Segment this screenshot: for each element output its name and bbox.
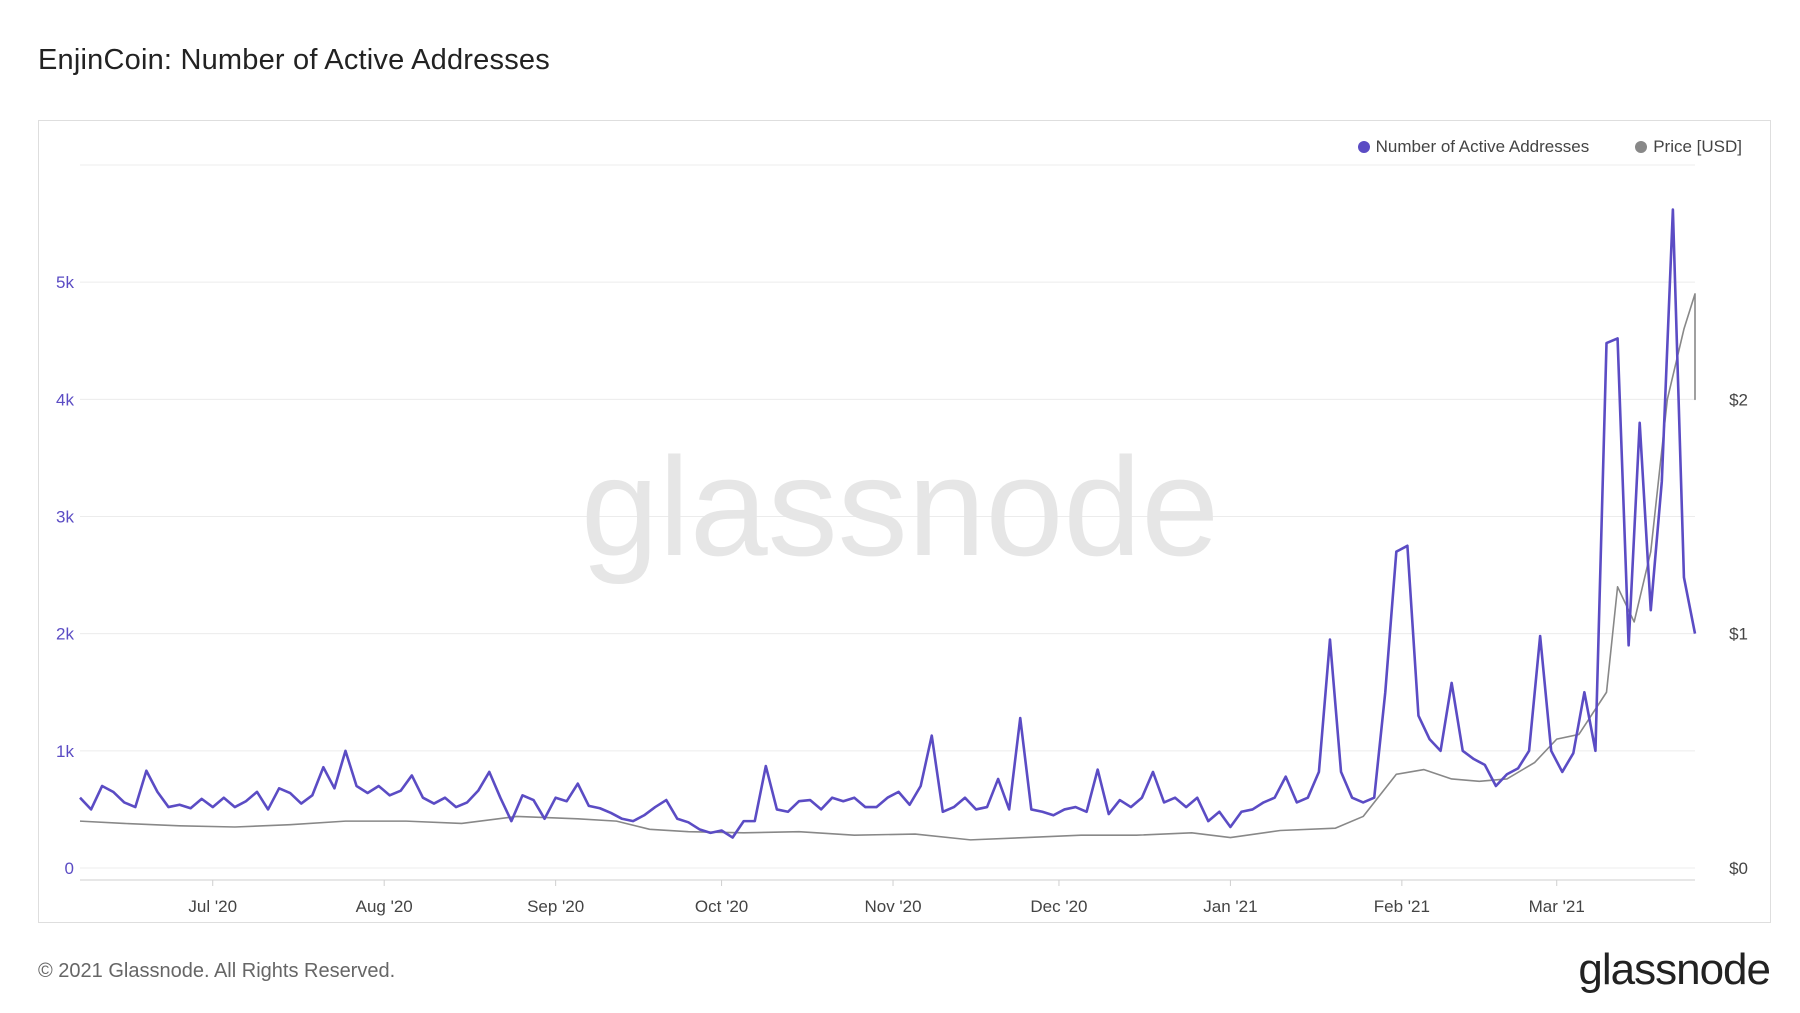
brand-logo: glassnode <box>1578 945 1771 994</box>
legend-label-price: Price [USD] <box>1653 137 1742 156</box>
legend-item-price[interactable]: Price [USD] <box>1635 137 1742 157</box>
y-left-tick-label: 4k <box>56 390 74 409</box>
series-line-active-addresses <box>79 208 1697 839</box>
legend: Number of Active Addresses Price [USD] <box>1357 137 1742 157</box>
y-right-tick-label: $0 <box>1729 859 1748 878</box>
chart-frame <box>38 120 1771 923</box>
x-tick-label: Nov '20 <box>864 897 921 916</box>
x-tick-label: Jan '21 <box>1203 897 1257 916</box>
x-tick-label: Oct '20 <box>695 897 748 916</box>
series-line-price <box>79 293 1696 841</box>
y-right-tick-label: $2 <box>1729 390 1748 409</box>
legend-dot-price <box>1635 141 1648 153</box>
y-axis-left: 0 1k 2k 3k 4k 5k <box>56 273 74 878</box>
copyright-footer: © 2021 Glassnode. All Rights Reserved. <box>38 960 396 982</box>
gridlines <box>80 164 1695 869</box>
legend-dot-addresses <box>1357 141 1370 153</box>
legend-item-addresses[interactable]: Number of Active Addresses <box>1357 137 1590 157</box>
x-tick-label: Mar '21 <box>1529 897 1585 916</box>
x-axis: Jul '20 Aug '20 Sep '20 Oct '20 Nov '20 Dec '… <box>80 879 1695 916</box>
chart-title: EnjinCoin: Number of Active Addresses <box>38 44 550 76</box>
y-left-tick-label: 1k <box>56 742 74 761</box>
y-left-tick-label: 3k <box>56 508 74 527</box>
x-tick-label: Sep '20 <box>527 897 584 916</box>
plot-area: glassnode 0 1k 2k 3k 4k 5k $0 $1 $2 Jul '20 Aug … <box>56 164 1748 916</box>
series-layer <box>79 208 1697 841</box>
y-right-tick-label: $1 <box>1729 625 1748 644</box>
x-tick-label: Aug '20 <box>356 897 413 916</box>
y-left-tick-label: 5k <box>56 273 74 292</box>
x-tick-label: Jul '20 <box>188 897 237 916</box>
x-tick-label: Dec '20 <box>1030 897 1087 916</box>
y-axis-right: $0 $1 $2 <box>1729 390 1748 878</box>
watermark: glassnode <box>581 428 1219 585</box>
y-left-tick-label: 0 <box>65 859 74 878</box>
x-tick-label: Feb '21 <box>1374 897 1430 916</box>
legend-label-addresses: Number of Active Addresses <box>1375 137 1590 156</box>
y-left-tick-label: 2k <box>56 625 74 644</box>
